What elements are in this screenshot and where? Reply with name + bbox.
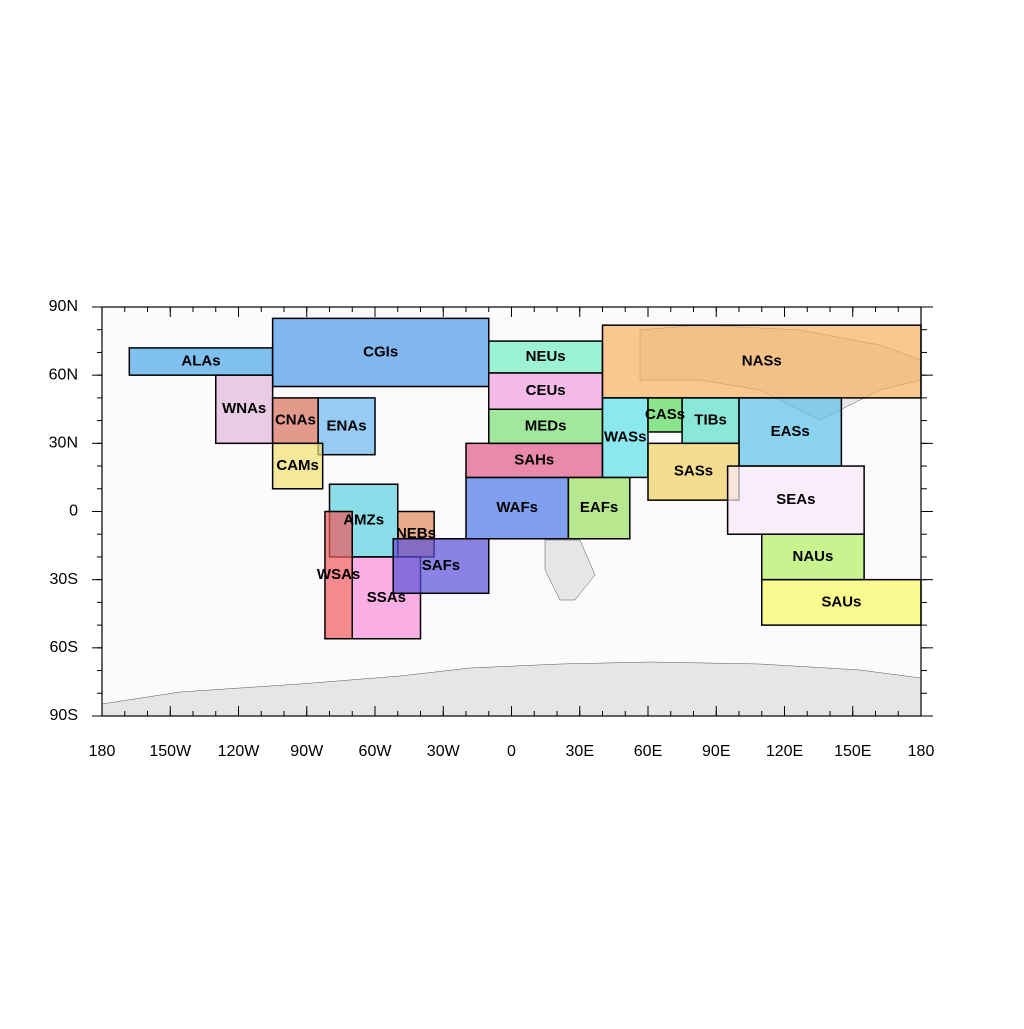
region xyxy=(726,465,865,535)
x-tick-label: 150E xyxy=(834,743,871,760)
x-tick-label: 90E xyxy=(702,743,730,760)
region-label: WNAs xyxy=(222,400,266,417)
region-label: WSAs xyxy=(317,566,360,583)
regions xyxy=(128,317,922,640)
region-label: AMZs xyxy=(343,512,384,529)
y-tick-label: 90N xyxy=(49,298,78,315)
region-label: CAMs xyxy=(276,457,319,474)
x-tick-label: 90W xyxy=(290,743,324,760)
region-label: SAFs xyxy=(422,557,460,574)
region-label: EAFs xyxy=(580,499,618,516)
region-label: NASs xyxy=(742,353,782,370)
region xyxy=(761,533,865,581)
region-label: NAUs xyxy=(793,548,834,565)
region xyxy=(215,374,274,445)
y-tick-label: 30S xyxy=(50,571,78,588)
land xyxy=(544,539,596,601)
y-tick-label: 60S xyxy=(50,639,78,656)
region xyxy=(271,442,324,490)
x-tick-label: 60E xyxy=(634,743,662,760)
region-label: SASs xyxy=(674,463,713,480)
region-label: SAHs xyxy=(514,451,554,468)
y-tick-label: 90S xyxy=(50,707,78,724)
region-label: SAUs xyxy=(821,593,861,610)
region xyxy=(761,578,922,626)
x-tick-label: 180 xyxy=(908,743,935,760)
region-label: CASs xyxy=(645,406,685,423)
region-label: CGIs xyxy=(363,343,398,360)
region-label: CEUs xyxy=(526,382,566,399)
region xyxy=(392,538,490,595)
region-label: TIBs xyxy=(694,412,727,429)
region xyxy=(465,476,570,540)
region xyxy=(317,397,376,456)
region-label: WAFs xyxy=(496,499,538,516)
x-tick-label: 0 xyxy=(507,743,516,760)
x-tick-label: 150W xyxy=(149,743,192,760)
y-tick-label: 60N xyxy=(49,366,78,383)
x-tick-label: 30W xyxy=(427,743,461,760)
region xyxy=(738,397,843,467)
x-tick-label: 60W xyxy=(359,743,393,760)
region-label: MEDs xyxy=(525,417,567,434)
region xyxy=(324,510,354,640)
region xyxy=(271,397,319,445)
y-tick-label: 0 xyxy=(69,503,78,520)
region-label: NEUs xyxy=(526,348,566,365)
region-label: WASs xyxy=(604,429,647,446)
region-label: ENAs xyxy=(327,417,367,434)
x-tick-label: 180 xyxy=(89,743,116,760)
region xyxy=(488,340,604,374)
region-label: NEBs xyxy=(396,525,436,542)
region-label: ALAs xyxy=(181,353,220,370)
region-label: SSAs xyxy=(367,589,406,606)
region xyxy=(647,442,740,501)
region xyxy=(601,397,649,479)
region xyxy=(567,476,631,540)
region-label: EASs xyxy=(771,423,810,440)
region-label: CNAs xyxy=(275,412,316,429)
region-label: SEAs xyxy=(776,491,815,508)
x-tick-label: 120E xyxy=(766,743,803,760)
y-tick-label: 30N xyxy=(49,435,78,452)
x-tick-label: 30E xyxy=(566,743,594,760)
x-tick-label: 120W xyxy=(218,743,261,760)
